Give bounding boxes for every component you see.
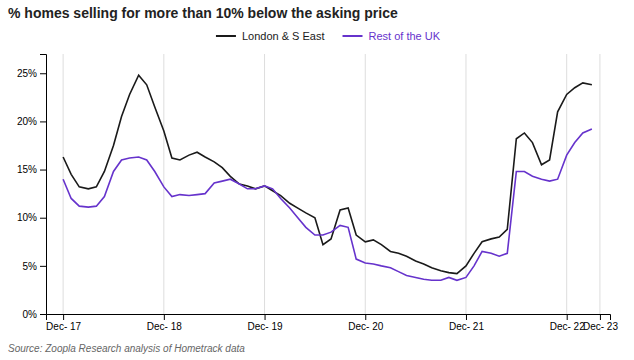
tick: Dec- 18 — [147, 314, 182, 332]
tick-label: Dec- 21 — [449, 321, 484, 332]
legend-label: London & S East — [242, 30, 325, 42]
legend-label: Rest of the UK — [369, 30, 441, 42]
tick-label: 25% — [17, 68, 37, 79]
tick-label: Dec- 22 — [550, 321, 585, 332]
grid-line — [163, 54, 164, 314]
tick-mark — [40, 170, 46, 171]
tick-mark — [365, 314, 366, 320]
tick: 25% — [17, 68, 46, 79]
tick-mark — [600, 314, 601, 320]
tick: Dec- 20 — [348, 314, 383, 332]
tick-mark — [40, 73, 46, 74]
tick-mark — [40, 218, 46, 219]
tick: Dec- 19 — [248, 314, 283, 332]
tick-mark — [63, 314, 64, 320]
legend-swatch — [343, 35, 363, 37]
axis-line — [40, 55, 47, 315]
legend-item: London & S East — [216, 30, 325, 42]
tick: 0% — [23, 309, 46, 320]
tick-mark — [466, 314, 467, 320]
tick-mark — [164, 314, 165, 320]
line — [63, 129, 592, 280]
grid-line — [465, 54, 466, 314]
tick: 5% — [23, 261, 46, 272]
legend: London & S East Rest of the UK — [216, 30, 441, 42]
tick: Dec- 21 — [449, 314, 484, 332]
tick-label: Dec- 17 — [46, 321, 81, 332]
axis-line — [47, 315, 611, 321]
y-axis: 0% 5% 10% 15% 20% 25% — [17, 55, 47, 320]
grid-line — [264, 54, 265, 314]
tick: 15% — [17, 164, 46, 175]
tick-label: Dec- 19 — [248, 321, 283, 332]
grid-line — [599, 54, 600, 314]
tick: 20% — [17, 116, 46, 127]
tick: Dec- 22 — [550, 314, 585, 332]
grid-line — [63, 54, 64, 314]
tick-label: 0% — [23, 309, 38, 320]
tick-label: 20% — [17, 116, 37, 127]
tick-mark — [40, 266, 46, 267]
tick-label: Dec- 20 — [348, 321, 383, 332]
tick: Dec- 23 — [583, 314, 618, 332]
tick: Dec- 17 — [46, 314, 81, 332]
tick-label: 5% — [23, 261, 38, 272]
legend-item: Rest of the UK — [343, 30, 441, 42]
tick-mark — [265, 314, 266, 320]
legend-swatch — [216, 35, 236, 37]
tick-label: Dec- 23 — [583, 321, 618, 332]
tick-mark — [40, 121, 46, 122]
chart: % homes selling for more than 10% below … — [0, 0, 634, 360]
line — [63, 75, 592, 273]
tick-label: 15% — [17, 164, 37, 175]
title: % homes selling for more than 10% below … — [8, 5, 398, 21]
annotation: Source: Zoopla Research analysis of Home… — [8, 343, 245, 354]
x-axis: Dec- 17 Dec- 18 Dec- 19 Dec- 20 Dec- 21 Dec- … — [46, 314, 618, 332]
plot-area: Dec- 17 Dec- 18 Dec- 19 Dec- 20 Dec- 21 Dec- … — [17, 54, 618, 332]
tick-mark — [40, 314, 46, 315]
tick-label: Dec- 18 — [147, 321, 182, 332]
grid-line — [365, 54, 366, 314]
tick-mark — [567, 314, 568, 320]
marks — [63, 75, 592, 280]
tick-label: 10% — [17, 212, 37, 223]
grid-line — [566, 54, 567, 314]
tick: 10% — [17, 212, 46, 223]
grid — [63, 54, 600, 314]
